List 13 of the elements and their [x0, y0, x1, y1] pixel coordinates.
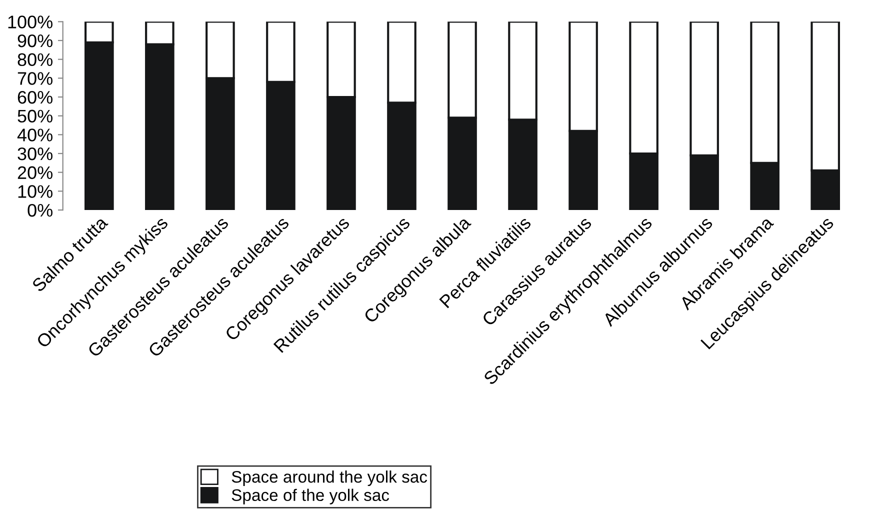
y-tick-label: 60% [18, 90, 52, 104]
y-tick-label: 70% [18, 72, 52, 85]
y-tick-label: 20% [18, 166, 52, 180]
y-tick-label: 40% [17, 128, 52, 142]
y-tick-label: 10% [18, 185, 52, 198]
y-tick-label: 0% [28, 204, 52, 217]
y-tick-label: 100% [8, 16, 52, 28]
y-tick-label: 80% [18, 53, 52, 66]
y-tick-label: 30% [18, 147, 52, 160]
legend-label: Space of the yolk sac [232, 488, 390, 504]
legend-label: Space around the yolk sac [232, 470, 428, 486]
y-tick-label: 90% [18, 34, 52, 48]
y-tick-label: 50% [18, 110, 52, 123]
